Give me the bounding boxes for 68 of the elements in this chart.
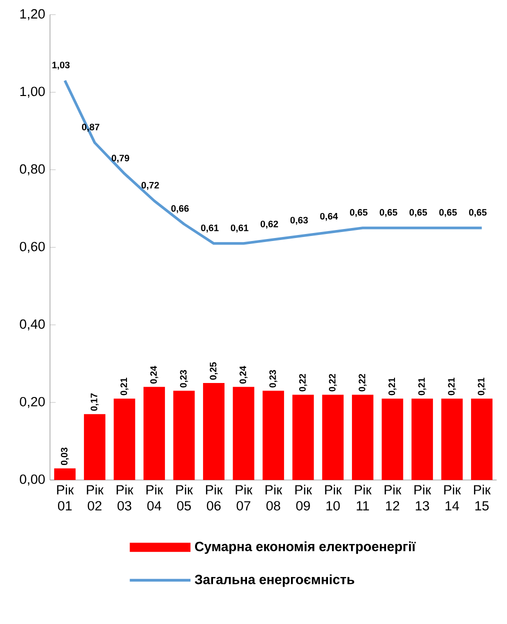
- data-label: 0,21: [448, 378, 456, 396]
- data-label: 1,03: [52, 62, 70, 70]
- data-label: 0,65: [410, 209, 428, 218]
- data-label: 0,22: [299, 374, 308, 392]
- x-tick-label: Рік 06: [206, 484, 223, 510]
- data-label: 0,25: [210, 362, 218, 380]
- bar: [203, 383, 224, 480]
- bar: [262, 390, 284, 480]
- data-label: 0,23: [269, 370, 278, 388]
- x-tick-label: Рік 03: [116, 484, 134, 510]
- x-tick-label: Рік 04: [146, 484, 164, 510]
- y-tick-label: 0,00: [20, 474, 45, 486]
- x-tick-label: Рік 02: [86, 484, 104, 510]
- y-tick-label: 0,20: [20, 396, 45, 408]
- bar: [292, 394, 314, 480]
- x-tick-label: Рік 13: [414, 484, 432, 510]
- legend-label: Сумарна економія електроенергії: [195, 541, 416, 554]
- data-label: 0,61: [230, 224, 248, 233]
- data-label: 0,17: [90, 393, 99, 411]
- data-label: 0,62: [260, 220, 278, 229]
- data-label: 0,21: [120, 378, 128, 396]
- bar: [144, 386, 165, 480]
- x-tick-label: Рік 15: [474, 484, 491, 510]
- data-label: 0,79: [112, 154, 130, 163]
- data-label: 0,21: [388, 378, 396, 396]
- bar: [441, 398, 463, 480]
- y-tick-label: 1,20: [20, 9, 45, 20]
- bar: [84, 414, 106, 480]
- bar: [471, 398, 492, 480]
- data-label: 0,22: [358, 374, 367, 392]
- data-label: 0,72: [142, 182, 159, 190]
- data-label: 0,21: [478, 378, 486, 396]
- data-label: 0,65: [380, 209, 398, 218]
- data-label: 0,63: [290, 216, 308, 225]
- x-tick-label: Рік 07: [236, 484, 252, 510]
- bar: [412, 398, 433, 480]
- data-label: 0,24: [150, 366, 158, 384]
- y-tick-label: 0,60: [20, 242, 45, 253]
- data-label: 0,61: [201, 224, 219, 233]
- bar: [382, 398, 404, 480]
- x-tick-label: Рік 10: [325, 484, 342, 510]
- bar: [54, 468, 76, 480]
- x-tick-label: Рік 12: [384, 484, 402, 510]
- x-tick-label: Рік 05: [176, 484, 193, 510]
- bar: [322, 394, 344, 480]
- data-label: 0,65: [350, 209, 368, 218]
- x-tick-label: Рік 11: [354, 484, 372, 510]
- data-label: 0,03: [60, 448, 69, 466]
- data-label: 0,64: [320, 212, 338, 221]
- y-tick-label: 1,00: [20, 86, 45, 98]
- y-tick-label: 0,80: [20, 164, 45, 176]
- data-label: 0,66: [171, 205, 189, 214]
- bar: [114, 398, 136, 480]
- bar: [232, 386, 254, 480]
- data-label: 0,65: [439, 209, 457, 218]
- data-label: 0,24: [240, 366, 248, 384]
- x-tick-label: Рік 14: [444, 484, 461, 510]
- bar: [352, 394, 374, 480]
- data-label: 0,23: [180, 370, 188, 388]
- bar: [173, 390, 195, 480]
- data-label: 0,21: [418, 378, 426, 396]
- x-tick-label: Рік 01: [57, 484, 74, 510]
- x-tick-label: Рік 08: [266, 484, 282, 510]
- x-tick-label: Рік 09: [295, 484, 312, 510]
- y-tick-label: 0,40: [20, 319, 45, 330]
- legend-label: Загальна енергоємність: [194, 574, 354, 587]
- data-label: 0,65: [469, 209, 487, 218]
- data-label: 0,22: [328, 374, 337, 392]
